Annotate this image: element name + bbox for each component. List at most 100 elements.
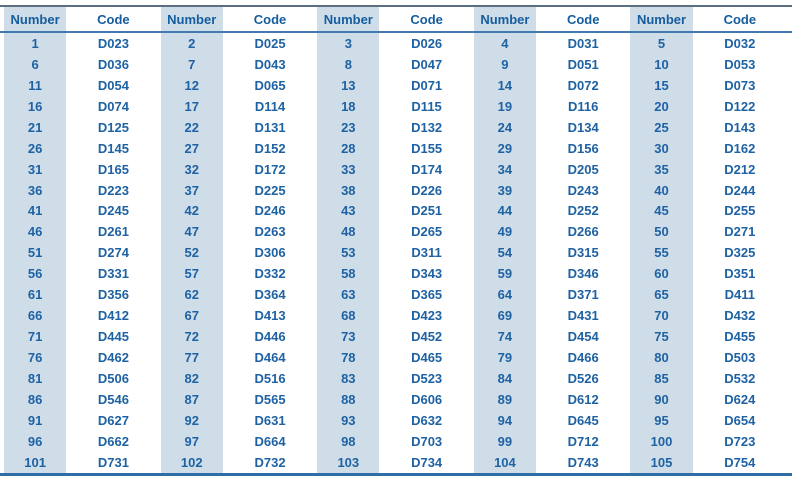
code-cell: D606 [411, 391, 443, 407]
code-cell: D465 [411, 350, 443, 366]
number-cell: 104 [473, 451, 537, 473]
code-cell: D315 [567, 245, 599, 261]
number-cell: 34 [473, 158, 537, 180]
number-cell: 100 [630, 430, 693, 452]
number-cell: 69 [473, 305, 537, 327]
code-cell: D364 [254, 287, 286, 303]
number-cell: 74 [473, 326, 537, 348]
number-cell: 37 [160, 179, 223, 201]
code-cell: D261 [97, 224, 129, 240]
number-cell: 102 [160, 451, 223, 473]
code-cell: D115 [411, 98, 442, 114]
code-cell: D225 [254, 182, 286, 198]
code-cell: D432 [724, 308, 756, 324]
number-cell: 38 [317, 179, 380, 201]
number-cell: 82 [160, 368, 223, 389]
number-cell: 27 [160, 137, 223, 159]
code-cell: D205 [567, 161, 599, 177]
code-cell: D116 [568, 98, 599, 114]
number-cell: 6 [4, 53, 67, 75]
code-cell: D172 [254, 161, 286, 177]
code-cell: D743 [567, 454, 599, 470]
code-cell: D351 [724, 266, 756, 282]
number-cell: 78 [317, 347, 380, 368]
code-cell: D244 [724, 182, 756, 198]
code-cell: D645 [567, 412, 599, 428]
code-cell: D452 [411, 329, 443, 345]
number-cell: 52 [160, 242, 223, 264]
code-cell: D122 [724, 98, 756, 114]
number-cell: 12 [160, 74, 223, 96]
number-cell: 84 [473, 368, 537, 389]
number-cell: 35 [630, 158, 693, 180]
code-cell: D654 [724, 412, 756, 428]
number-cell: 5 [630, 33, 693, 54]
number-cell: 21 [4, 116, 67, 138]
number-cell: 4 [473, 33, 537, 54]
code-cell: D411 [724, 287, 755, 303]
column-header-code: Code [97, 11, 130, 27]
number-cell: 55 [630, 242, 693, 264]
code-cell: D031 [567, 35, 599, 51]
code-cell: D331 [97, 266, 129, 282]
number-cell: 87 [160, 388, 223, 410]
code-cell: D523 [411, 370, 443, 386]
number-cell: 44 [473, 200, 537, 222]
number-cell: 58 [317, 263, 380, 285]
number-cell: 29 [473, 137, 537, 159]
code-cell: D026 [411, 35, 443, 51]
code-cell: D664 [254, 433, 286, 449]
number-cell: 22 [160, 116, 223, 138]
number-cell: 26 [4, 137, 67, 159]
code-cell: D466 [567, 350, 599, 366]
code-cell: D431 [567, 308, 599, 324]
code-cell: D023 [97, 35, 129, 51]
code-cell: D627 [97, 412, 129, 428]
code-cell: D712 [567, 433, 599, 449]
code-cell: D423 [411, 308, 443, 324]
code-cell: D226 [411, 182, 443, 198]
code-cell: D462 [97, 350, 129, 366]
code-cell: D503 [724, 350, 756, 366]
code-cell: D454 [567, 329, 599, 345]
code-cell: D145 [97, 140, 129, 156]
code-cell: D412 [97, 308, 129, 324]
code-cell: D051 [567, 56, 599, 72]
number-cell: 50 [630, 221, 693, 243]
number-cell: 57 [160, 263, 223, 285]
number-cell: 81 [4, 368, 67, 389]
code-cell: D445 [97, 329, 129, 345]
code-cell: D074 [97, 98, 129, 114]
code-cell: D212 [724, 161, 756, 177]
number-cell: 67 [160, 305, 223, 327]
number-cell: 19 [473, 95, 537, 117]
number-cell: 66 [4, 305, 67, 327]
code-cell: D152 [254, 140, 286, 156]
code-cell: D255 [724, 203, 756, 219]
number-cell: 18 [317, 95, 380, 117]
code-cell: D371 [567, 287, 599, 303]
code-cell: D632 [411, 412, 443, 428]
number-cell: 51 [4, 242, 67, 264]
code-cell: D143 [724, 119, 756, 135]
number-cell: 80 [630, 347, 693, 368]
code-cell: D343 [411, 266, 443, 282]
number-cell: 72 [160, 326, 223, 348]
code-cell: D047 [411, 56, 443, 72]
code-cell: D455 [724, 329, 756, 345]
column-header-code: Code [723, 11, 757, 27]
code-cell: D162 [724, 140, 756, 156]
number-cell: 60 [630, 263, 693, 285]
number-cell: 53 [317, 242, 380, 264]
number-cell: 101 [4, 451, 67, 473]
code-cell: D036 [97, 56, 129, 72]
number-cell: 77 [160, 347, 223, 368]
number-cell: 41 [4, 200, 67, 222]
number-cell: 45 [630, 200, 693, 222]
number-cell: 46 [4, 221, 67, 243]
code-cell: D071 [411, 77, 443, 93]
number-cell: 54 [473, 242, 537, 264]
number-cell: 59 [473, 263, 537, 285]
code-cell: D731 [97, 454, 129, 470]
